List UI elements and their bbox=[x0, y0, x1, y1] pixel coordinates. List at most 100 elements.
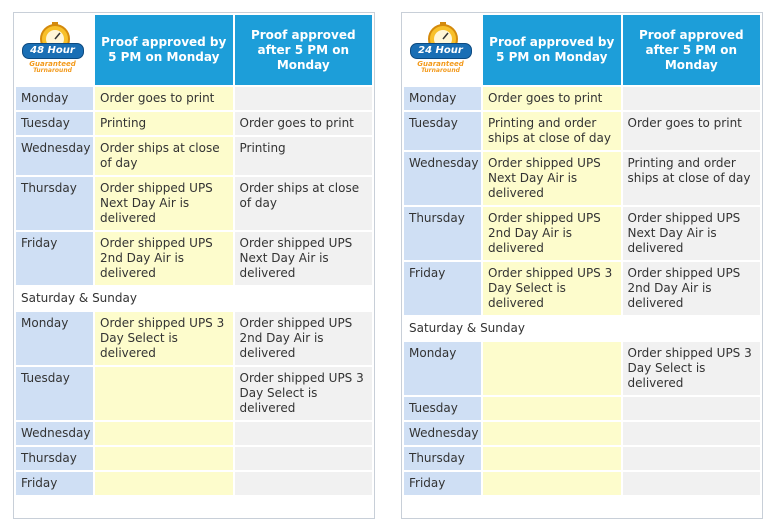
after-cutoff-cell: Order shipped UPS Next Day Air is delive… bbox=[622, 207, 760, 260]
day-cell: Friday bbox=[16, 232, 93, 285]
before-cutoff-cell: Order shipped UPS Next Day Air is delive… bbox=[95, 177, 233, 230]
before-cutoff-cell: Order ships at close of day bbox=[95, 137, 233, 175]
after-cutoff-cell bbox=[622, 397, 760, 420]
schedule-row: Thursday bbox=[404, 447, 760, 470]
day-cell: Monday bbox=[16, 312, 93, 365]
day-cell: Monday bbox=[404, 87, 481, 110]
day-cell: Tuesday bbox=[16, 112, 93, 135]
day-cell: Tuesday bbox=[16, 367, 93, 420]
before-cutoff-cell bbox=[483, 397, 621, 420]
after-cutoff-cell bbox=[622, 472, 760, 495]
day-cell: Thursday bbox=[16, 447, 93, 470]
after-cutoff-cell: Printing and order ships at close of day bbox=[622, 152, 760, 205]
schedule-row: Tuesday Printing and order ships at close… bbox=[404, 112, 760, 150]
before-cutoff-cell: Order goes to print bbox=[95, 87, 233, 110]
before-cutoff-cell: Order shipped UPS 2nd Day Air is deliver… bbox=[95, 232, 233, 285]
schedule-48-hour: 48 Hour Guaranteed Turnaround Proof approve… bbox=[13, 12, 375, 519]
header-row: 24 Hour Guaranteed Turnaround Proof approve… bbox=[404, 15, 760, 85]
before-cutoff-cell: Printing bbox=[95, 112, 233, 135]
schedule-table: 24 Hour Guaranteed Turnaround Proof approve… bbox=[402, 13, 762, 497]
logo-cell: 48 Hour Guaranteed Turnaround bbox=[16, 15, 93, 85]
day-cell: Monday bbox=[404, 342, 481, 395]
header-before-5pm: Proof approved by 5 PM on Monday bbox=[483, 15, 621, 85]
after-cutoff-cell: Order shipped UPS 3 Day Select is delive… bbox=[234, 367, 372, 420]
day-cell: Wednesday bbox=[404, 422, 481, 445]
after-cutoff-cell bbox=[234, 472, 372, 495]
logo-turnaround: Turnaround bbox=[421, 67, 460, 74]
header-after-5pm: Proof approved after 5 PM on Monday bbox=[622, 15, 760, 85]
logo-guaranteed: Guaranteed bbox=[29, 60, 76, 68]
day-cell: Wednesday bbox=[404, 152, 481, 205]
day-cell: Tuesday bbox=[404, 112, 481, 150]
before-cutoff-cell: Order shipped UPS 3 Day Select is delive… bbox=[483, 262, 621, 315]
before-cutoff-cell bbox=[483, 342, 621, 395]
day-cell: Friday bbox=[16, 472, 93, 495]
after-cutoff-cell: Order shipped UPS 2nd Day Air is deliver… bbox=[622, 262, 760, 315]
day-cell: Monday bbox=[16, 87, 93, 110]
after-cutoff-cell bbox=[622, 447, 760, 470]
before-cutoff-cell: Order shipped UPS 3 Day Select is delive… bbox=[95, 312, 233, 365]
before-cutoff-cell bbox=[483, 447, 621, 470]
before-cutoff-cell: Order shipped UPS 2nd Day Air is deliver… bbox=[483, 207, 621, 260]
weekend-row: Saturday & Sunday bbox=[404, 317, 760, 340]
after-cutoff-cell: Order shipped UPS 2nd Day Air is deliver… bbox=[234, 312, 372, 365]
before-cutoff-cell bbox=[95, 422, 233, 445]
after-cutoff-cell bbox=[234, 422, 372, 445]
logo-turnaround: Turnaround bbox=[33, 67, 72, 74]
header-before-5pm: Proof approved by 5 PM on Monday bbox=[95, 15, 233, 85]
schedule-row: Thursday Order shipped UPS Next Day Air i… bbox=[16, 177, 372, 230]
day-cell: Thursday bbox=[404, 447, 481, 470]
after-cutoff-cell bbox=[234, 87, 372, 110]
before-cutoff-cell bbox=[483, 472, 621, 495]
logo-badge: 48 Hour bbox=[21, 43, 84, 59]
after-cutoff-cell bbox=[622, 422, 760, 445]
schedule-row: Wednesday Order ships at close of day Prin… bbox=[16, 137, 372, 175]
schedule-row: Monday Order goes to print bbox=[404, 87, 760, 110]
before-cutoff-cell bbox=[95, 472, 233, 495]
logo-guaranteed: Guaranteed bbox=[417, 60, 464, 68]
schedule-row: Friday Order shipped UPS 2nd Day Air is d… bbox=[16, 232, 372, 285]
schedule-24-hour: 24 Hour Guaranteed Turnaround Proof approve… bbox=[401, 12, 763, 519]
header-row: 48 Hour Guaranteed Turnaround Proof approve… bbox=[16, 15, 372, 85]
schedule-row: Tuesday bbox=[404, 397, 760, 420]
after-cutoff-cell: Order goes to print bbox=[622, 112, 760, 150]
after-cutoff-cell: Order ships at close of day bbox=[234, 177, 372, 230]
schedule-row: Wednesday Order shipped UPS Next Day Air … bbox=[404, 152, 760, 205]
after-cutoff-cell bbox=[622, 87, 760, 110]
header-after-5pm: Proof approved after 5 PM on Monday bbox=[234, 15, 372, 85]
before-cutoff-cell: Order goes to print bbox=[483, 87, 621, 110]
schedule-table: 48 Hour Guaranteed Turnaround Proof approve… bbox=[14, 13, 374, 497]
after-cutoff-cell: Printing bbox=[234, 137, 372, 175]
schedule-row: Monday Order shipped UPS 3 Day Select is … bbox=[404, 342, 760, 395]
day-cell: Friday bbox=[404, 262, 481, 315]
schedule-row: Thursday Order shipped UPS 2nd Day Air is… bbox=[404, 207, 760, 260]
before-cutoff-cell bbox=[95, 367, 233, 420]
day-cell: Tuesday bbox=[404, 397, 481, 420]
weekend-label: Saturday & Sunday bbox=[16, 287, 372, 310]
before-cutoff-cell bbox=[483, 422, 621, 445]
schedule-row: Thursday bbox=[16, 447, 372, 470]
weekend-label: Saturday & Sunday bbox=[404, 317, 760, 340]
schedule-row: Wednesday bbox=[16, 422, 372, 445]
schedule-row: Friday Order shipped UPS 3 Day Select is … bbox=[404, 262, 760, 315]
day-cell: Thursday bbox=[16, 177, 93, 230]
schedule-row: Monday Order goes to print bbox=[16, 87, 372, 110]
logo-badge: 24 Hour bbox=[409, 43, 472, 59]
after-cutoff-cell: Order shipped UPS 3 Day Select is delive… bbox=[622, 342, 760, 395]
schedule-row: Friday bbox=[16, 472, 372, 495]
after-cutoff-cell: Order shipped UPS Next Day Air is delive… bbox=[234, 232, 372, 285]
logo-cell: 24 Hour Guaranteed Turnaround bbox=[404, 15, 481, 85]
schedule-row: Tuesday Printing Order goes to print bbox=[16, 112, 372, 135]
before-cutoff-cell: Printing and order ships at close of day bbox=[483, 112, 621, 150]
schedule-row: Monday Order shipped UPS 3 Day Select is … bbox=[16, 312, 372, 365]
weekend-row: Saturday & Sunday bbox=[16, 287, 372, 310]
day-cell: Friday bbox=[404, 472, 481, 495]
turnaround-logo: 48 Hour Guaranteed Turnaround bbox=[20, 21, 90, 79]
day-cell: Wednesday bbox=[16, 422, 93, 445]
before-cutoff-cell: Order shipped UPS Next Day Air is delive… bbox=[483, 152, 621, 205]
turnaround-logo: 24 Hour Guaranteed Turnaround bbox=[408, 21, 478, 79]
schedule-row: Wednesday bbox=[404, 422, 760, 445]
before-cutoff-cell bbox=[95, 447, 233, 470]
day-cell: Thursday bbox=[404, 207, 481, 260]
schedule-row: Tuesday Order shipped UPS 3 Day Select is… bbox=[16, 367, 372, 420]
